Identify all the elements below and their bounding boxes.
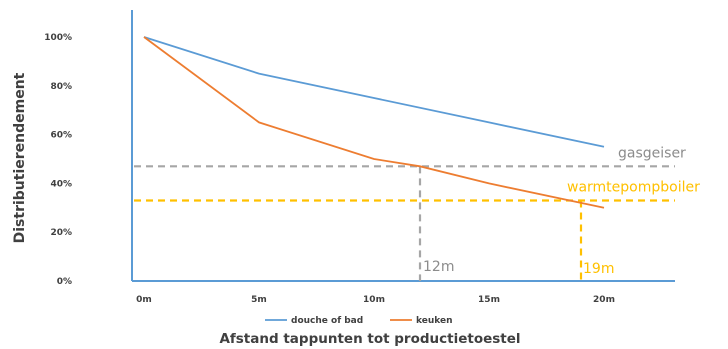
x-tick-label: 15m	[478, 295, 500, 305]
y-tick-label: 40%	[50, 179, 72, 189]
intersect-label-19m: 19m	[583, 261, 614, 277]
x-tick-label: 5m	[251, 295, 267, 305]
x-tick-label: 10m	[363, 295, 385, 305]
reference-label-gasgeiser: gasgeiser	[618, 145, 686, 161]
intersect-label-12m: 12m	[423, 259, 454, 275]
series-line-douche-of-bad	[143, 36, 605, 148]
y-tick-label: 60%	[50, 131, 72, 141]
x-tick-label: 20m	[593, 295, 615, 305]
y-tick-label: 20%	[50, 228, 72, 238]
y-axis-title: Distributierendement	[12, 72, 28, 243]
y-tick-label: 100%	[44, 33, 72, 43]
series-line-keuken	[143, 36, 605, 209]
y-tick-label: 0%	[57, 277, 72, 287]
x-axis-title: Afstand tappunten tot productietoestel	[219, 331, 520, 347]
reference-label-warmtepompboiler: warmtepompboiler	[567, 179, 700, 195]
legend-label: keuken	[416, 316, 453, 326]
legend-label: douche of bad	[291, 316, 363, 326]
y-tick-label: 80%	[50, 82, 72, 92]
x-tick-label: 0m	[136, 295, 152, 305]
